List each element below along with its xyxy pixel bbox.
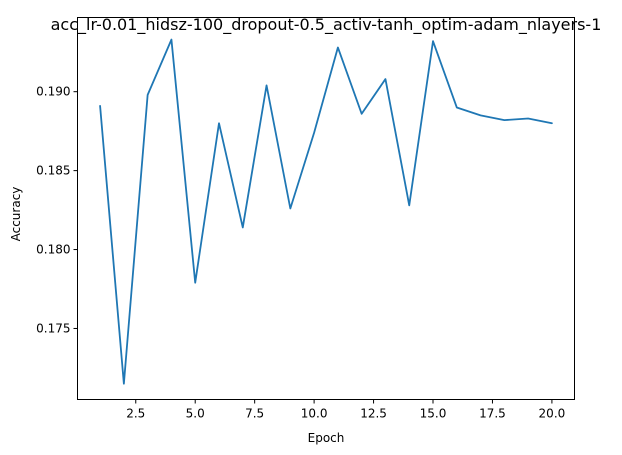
x-tick-label: 5.0 [186, 407, 205, 421]
x-axis-ticks: 2.5 5.0 7.5 10.0 12.5 15.0 17.5 20.0 [126, 399, 566, 421]
x-tick-label: 7.5 [245, 407, 264, 421]
y-axis-ticks: 0.175 0.180 0.185 0.190 [36, 85, 78, 335]
x-tick-label: 17.5 [479, 407, 506, 421]
x-tick-label: 12.5 [360, 407, 387, 421]
y-tick-label: 0.180 [36, 243, 70, 257]
x-axis-label: Epoch [308, 431, 345, 445]
y-tick-label: 0.185 [36, 164, 70, 178]
chart-title: acc_lr-0.01_hidsz-100_dropout-0.5_activ-… [51, 15, 602, 35]
x-tick-label: 20.0 [539, 407, 566, 421]
accuracy-series-line [99, 38, 553, 385]
y-tick-label: 0.190 [36, 85, 70, 99]
x-tick-label: 2.5 [126, 407, 145, 421]
plot-frame [77, 17, 575, 400]
y-axis-label: Accuracy [9, 187, 23, 242]
x-tick-label: 15.0 [420, 407, 447, 421]
x-tick-label: 10.0 [301, 407, 328, 421]
y-tick-label: 0.175 [36, 321, 70, 335]
